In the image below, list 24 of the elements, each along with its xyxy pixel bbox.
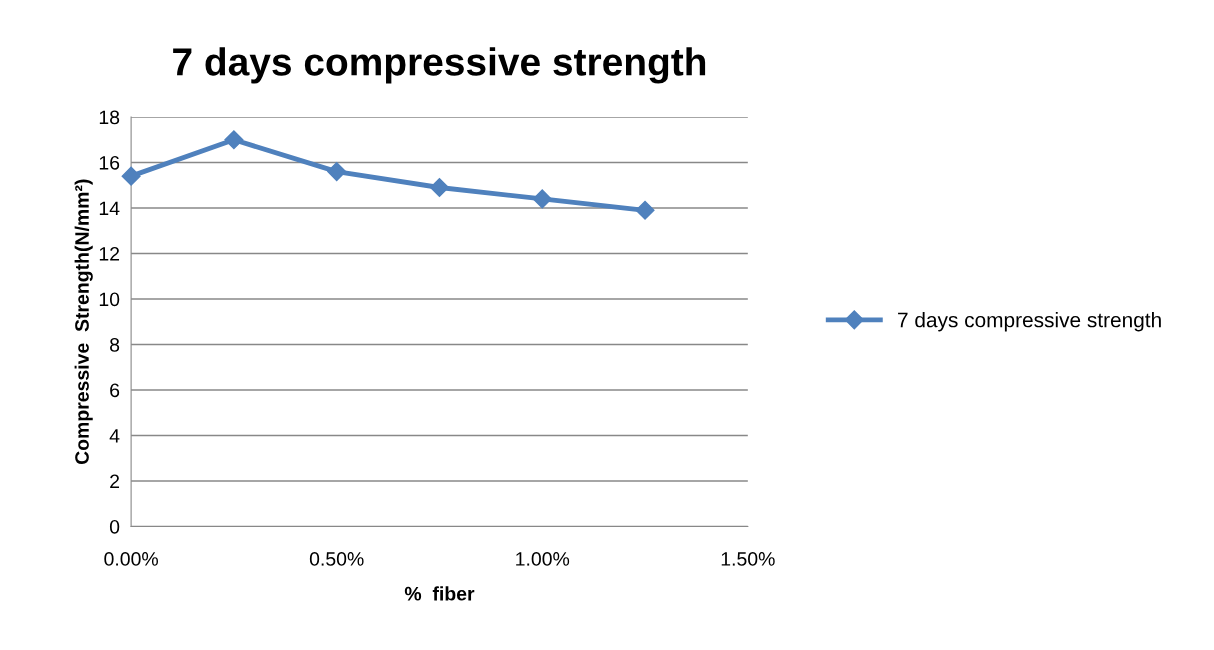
y-tick-label: 6 xyxy=(110,383,120,398)
x-tick-label: 0.50% xyxy=(309,552,364,566)
x-tick-label: 1.50% xyxy=(721,552,775,566)
point xyxy=(224,130,244,150)
y-tick-label: 4 xyxy=(109,429,120,443)
x-axis-title: % fiber xyxy=(404,586,475,601)
y-tick-label: 8 xyxy=(110,337,120,352)
chart-title: 7 days compressive strength xyxy=(173,47,706,84)
y-tick-label: 14 xyxy=(99,201,120,216)
point xyxy=(635,200,655,220)
point xyxy=(121,166,141,186)
y-axis-title: Compressive Strength(N/mm²) xyxy=(74,179,93,465)
x-tick-label: 1.00% xyxy=(516,552,570,566)
y-tick-label: 18 xyxy=(99,110,120,125)
y-tick-label: 16 xyxy=(99,155,120,170)
y-tick-label: 12 xyxy=(99,246,120,261)
y-tick-label: 10 xyxy=(99,292,120,307)
legend-label: 7 days compressive strength xyxy=(898,312,1161,332)
y-tick-label: 2 xyxy=(110,474,120,489)
point xyxy=(532,189,552,209)
point xyxy=(327,162,347,182)
x-tick-label: 0.00% xyxy=(104,552,158,566)
y-tick-label: 0 xyxy=(109,519,120,534)
point xyxy=(429,177,450,198)
